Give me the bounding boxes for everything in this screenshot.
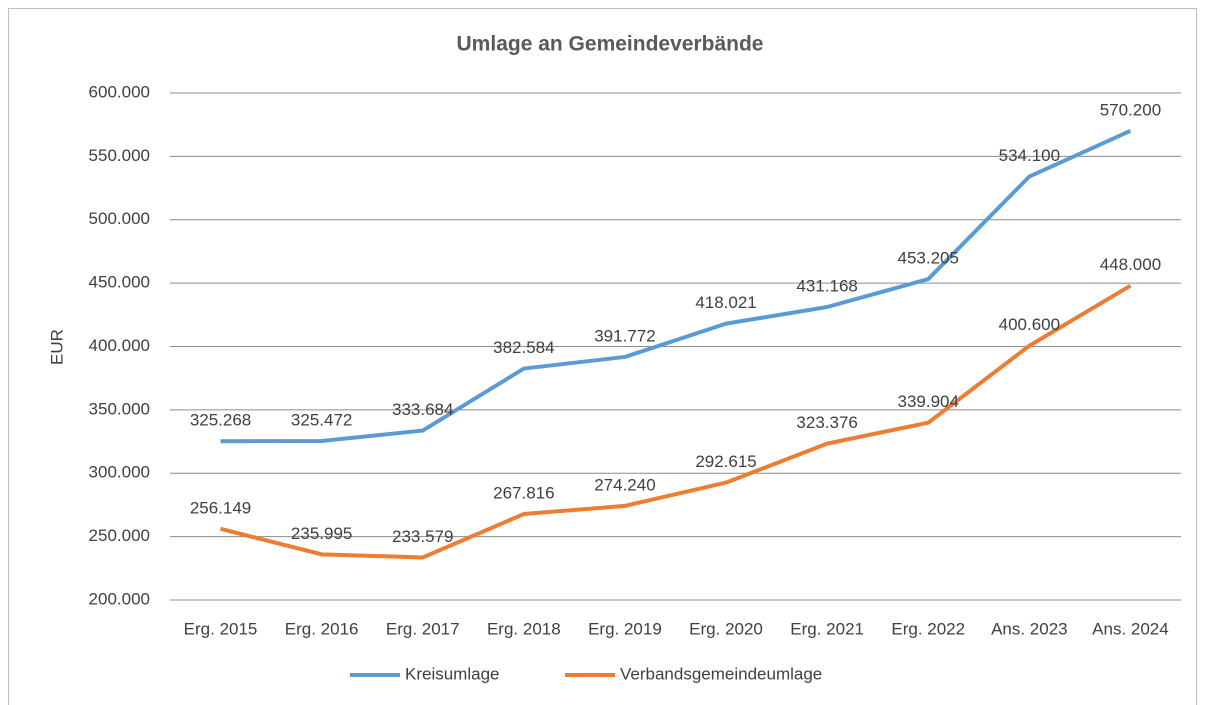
data-label: 325.472 <box>291 410 352 429</box>
data-label: 267.816 <box>493 484 554 503</box>
x-tick-label: Erg. 2019 <box>588 619 662 638</box>
x-tick-label: Erg. 2016 <box>285 619 359 638</box>
x-tick-label: Ans. 2024 <box>1092 619 1169 638</box>
y-tick-label: 450.000 <box>89 273 150 292</box>
data-label: 235.995 <box>291 524 352 543</box>
chart-title: Umlage an Gemeindeverbände <box>457 33 764 56</box>
data-label: 292.615 <box>695 452 756 471</box>
y-tick-label: 200.000 <box>89 589 150 608</box>
y-tick-label: 550.000 <box>89 146 150 165</box>
data-label: 431.168 <box>796 276 857 295</box>
data-label: 339.904 <box>898 392 959 411</box>
data-label: 382.584 <box>493 338 554 357</box>
y-tick-label: 500.000 <box>89 209 150 228</box>
y-tick-label: 250.000 <box>89 526 150 545</box>
y-tick-label: 400.000 <box>89 336 150 355</box>
data-label: 448.000 <box>1100 255 1161 274</box>
data-label: 453.205 <box>898 249 959 268</box>
y-tick-label: 350.000 <box>89 399 150 418</box>
series-line <box>220 283 1132 560</box>
data-label: 391.772 <box>594 326 655 345</box>
x-tick-label: Erg. 2017 <box>386 619 460 638</box>
x-tick-label: Erg. 2022 <box>891 619 965 638</box>
data-label: 274.240 <box>594 475 655 494</box>
data-label: 256.149 <box>190 498 251 517</box>
series-line <box>220 128 1132 444</box>
y-tick-label: 300.000 <box>89 463 150 482</box>
x-tick-label: Ans. 2023 <box>991 619 1068 638</box>
x-tick-label: Erg. 2020 <box>689 619 763 638</box>
data-label: 323.376 <box>796 413 857 432</box>
legend-label: Kreisumlage <box>405 664 500 683</box>
legend-label: Verbandsgemeindeumlage <box>620 664 822 683</box>
x-tick-label: Erg. 2021 <box>790 619 864 638</box>
data-label: 233.579 <box>392 527 453 546</box>
data-label: 333.684 <box>392 400 453 419</box>
y-tick-label: 600.000 <box>89 82 150 101</box>
data-label: 534.100 <box>999 146 1060 165</box>
data-label: 325.268 <box>190 411 251 430</box>
x-tick-label: Erg. 2018 <box>487 619 561 638</box>
x-tick-label: Erg. 2015 <box>184 619 258 638</box>
data-label: 400.600 <box>999 315 1060 334</box>
data-label: 570.200 <box>1100 100 1161 119</box>
chart-frame <box>8 8 1197 705</box>
y-axis-label: EUR <box>47 329 66 365</box>
data-label: 418.021 <box>695 293 756 312</box>
